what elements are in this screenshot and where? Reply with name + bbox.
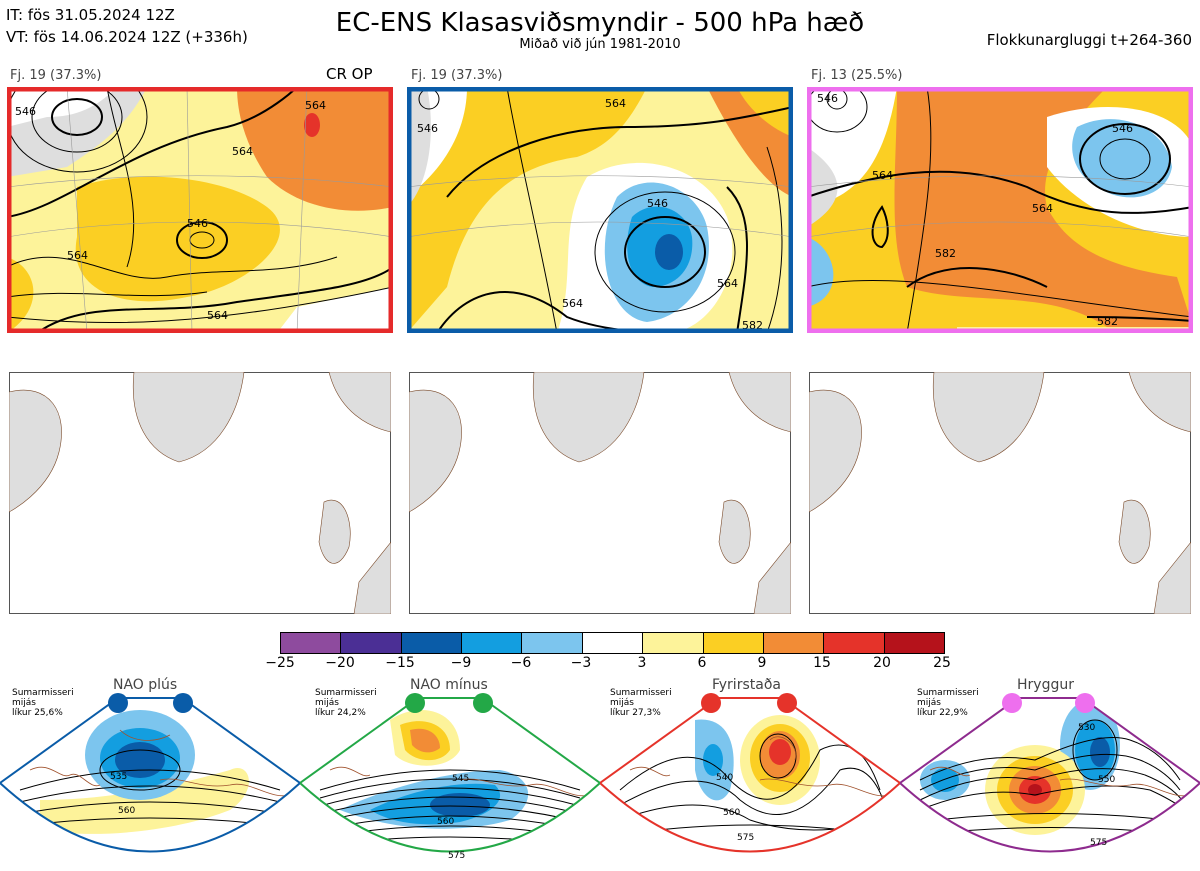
- p1-contour-label: 546: [187, 217, 208, 230]
- blank-map-1: [9, 372, 391, 614]
- p3-contour-label: 564: [872, 169, 893, 182]
- panel-1-label: Fj. 19 (37.3%): [10, 68, 102, 83]
- colorbar-tick: −25: [265, 655, 295, 671]
- regime-1-label: 535: [110, 772, 127, 782]
- colorbar-tick: 6: [697, 655, 707, 671]
- colorbar-segment: [522, 633, 583, 653]
- regime-1-dot: [108, 693, 128, 713]
- p1-contour-label: 564: [305, 99, 326, 112]
- regime-3-dot: [701, 693, 721, 713]
- regime-4-map[interactable]: 530 550 575: [900, 690, 1200, 870]
- regime-3-map[interactable]: 540 560 575: [600, 690, 900, 870]
- p1-contour-label: 546: [15, 105, 36, 118]
- colorbar-segment: [824, 633, 885, 653]
- colorbar-segment: [281, 633, 342, 653]
- colorbar: [280, 632, 945, 654]
- p3-contour-label: 546: [817, 92, 838, 105]
- regime-1-label: 560: [118, 806, 135, 816]
- colorbar-tick: 9: [757, 655, 767, 671]
- colorbar-segment: [763, 633, 825, 653]
- colorbar-segment: [582, 633, 644, 653]
- panel-2-label: Fj. 19 (37.3%): [411, 68, 503, 83]
- regime-2-map[interactable]: 545 560 575: [300, 690, 600, 870]
- p3-contour-label: 582: [935, 247, 956, 260]
- p2-contour-label: 564: [717, 277, 738, 290]
- init-time-block: IT: fös 31.05.2024 12Z VT: fös 14.06.202…: [6, 4, 248, 48]
- p2-contour-label: 546: [647, 197, 668, 210]
- colorbar-tick: −9: [450, 655, 472, 671]
- regime-1-dot: [173, 693, 193, 713]
- regime-3-dot: [777, 693, 797, 713]
- regime-2-dot: [405, 693, 425, 713]
- regime-1-info: Sumarmisseri mijás líkur 25,6%: [12, 688, 74, 718]
- colorbar-segment: [401, 633, 463, 653]
- colorbar-tick: −6: [510, 655, 532, 671]
- p2-contour-label: 564: [562, 297, 583, 310]
- classification-window: Flokkunargluggi t+264-360: [986, 31, 1192, 49]
- colorbar-tick: 15: [813, 655, 831, 671]
- regime-2-name: NAO mínus: [410, 677, 488, 693]
- regime-1-name: NAO plús: [113, 677, 178, 693]
- p1-contour-label: 564: [232, 145, 253, 158]
- regime-3-label: 540: [716, 773, 733, 783]
- regime-2-label: 575: [448, 851, 465, 861]
- valid-time: VT: fös 14.06.2024 12Z (+336h): [6, 28, 248, 46]
- page-title: EC-ENS Klasasviðsmyndir - 500 hPa hæð: [335, 8, 865, 38]
- regime-2-dot: [473, 693, 493, 713]
- page-subtitle: Miðað við jún 1981-2010: [519, 37, 681, 52]
- regime-3-label: 575: [737, 833, 754, 843]
- panel-1-tag: CR OP: [326, 65, 373, 83]
- cluster-map-1[interactable]: 546 564 564 564 546 564: [7, 87, 393, 333]
- colorbar-segment: [462, 633, 523, 653]
- cluster-map-2[interactable]: 546 564 546 564 564 582: [407, 87, 793, 333]
- colorbar-tick: 3: [637, 655, 647, 671]
- regime-2-label: 545: [452, 774, 469, 784]
- p2-contour-label: 546: [417, 122, 438, 135]
- init-time: IT: fös 31.05.2024 12Z: [6, 6, 175, 24]
- colorbar-segment: [643, 633, 704, 653]
- regime-4-label: 530: [1078, 723, 1095, 733]
- regime-4-name: Hryggur: [1017, 677, 1074, 693]
- colorbar-segment: [703, 633, 764, 653]
- p3-contour-label: 582: [1097, 315, 1118, 328]
- regime-4-dot: [1002, 693, 1022, 713]
- colorbar-tick: −3: [570, 655, 592, 671]
- regime-4-dot: [1075, 693, 1095, 713]
- cluster-map-3[interactable]: 546 564 564 582 582 546: [807, 87, 1193, 333]
- regime-3-label: 560: [723, 808, 740, 818]
- regime-3-info: Sumarmisseri mijás líkur 27,3%: [610, 688, 672, 718]
- p1-contour-label: 564: [67, 249, 88, 262]
- regime-1-map[interactable]: 535 560: [0, 690, 300, 870]
- regime-2-info: Sumarmisseri mijás líkur 24,2%: [315, 688, 377, 718]
- p3-contour-label: 546: [1112, 122, 1133, 135]
- regime-4-info: Sumarmisseri mijás líkur 22,9%: [917, 688, 979, 718]
- colorbar-segment: [884, 633, 944, 653]
- colorbar-tick: −20: [325, 655, 355, 671]
- colorbar-tick: 20: [873, 655, 891, 671]
- p3-contour-label: 564: [1032, 202, 1053, 215]
- colorbar-tick: 25: [933, 655, 951, 671]
- regime-4-label: 575: [1090, 838, 1107, 848]
- colorbar-segment: [341, 633, 402, 653]
- blank-map-3: [809, 372, 1191, 614]
- panel-3-label: Fj. 13 (25.5%): [811, 68, 903, 83]
- colorbar-tick: −15: [385, 655, 415, 671]
- blank-map-2: [409, 372, 791, 614]
- regime-2-label: 560: [437, 817, 454, 827]
- p2-contour-label: 564: [605, 97, 626, 110]
- p1-contour-label: 564: [207, 309, 228, 322]
- regime-3-name: Fyrirstaða: [712, 677, 781, 693]
- regime-4-label: 550: [1098, 775, 1115, 785]
